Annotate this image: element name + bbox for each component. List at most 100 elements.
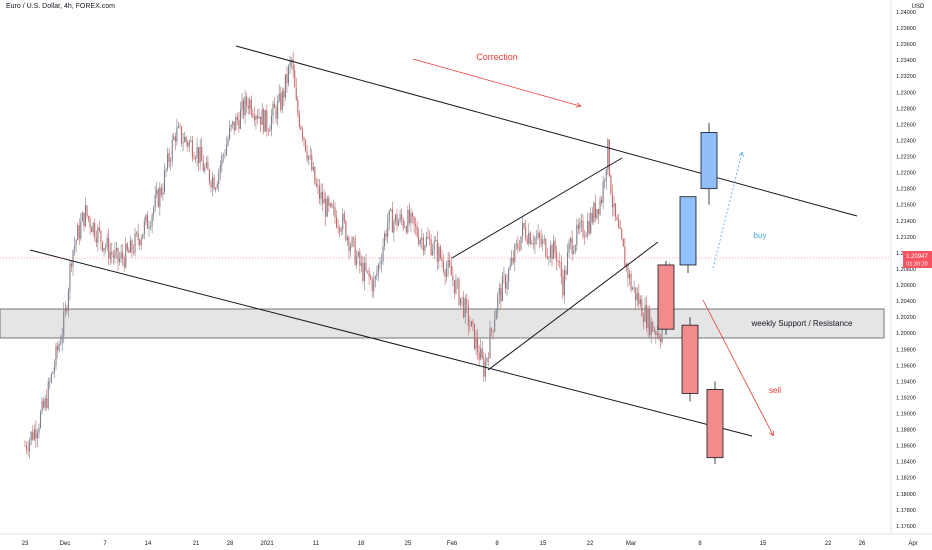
candle	[267, 130, 269, 132]
candle	[498, 288, 500, 295]
candle	[129, 240, 131, 253]
candle	[362, 263, 364, 281]
candle	[286, 74, 288, 84]
candle	[528, 232, 530, 244]
candle	[61, 335, 63, 343]
candle	[137, 232, 139, 240]
candle	[122, 252, 124, 259]
price-tick-label: 1.20800	[896, 267, 916, 273]
candle	[322, 192, 324, 204]
zone-label: weekly Support / Resistance	[751, 319, 853, 328]
candle	[580, 220, 582, 223]
buy-projection-candle[interactable]	[679, 196, 697, 266]
channel-bottom-trendline[interactable]	[29, 249, 753, 437]
price-axis[interactable]	[891, 0, 932, 550]
candle	[32, 431, 34, 440]
candle	[432, 250, 434, 255]
price-ticks: 1.24000 1.23800 1.23600 1.23400 1.23200 1.230…	[896, 10, 916, 530]
price-tick-label: 1.18800	[896, 428, 916, 434]
projection-boxes	[657, 122, 724, 465]
candle	[480, 348, 482, 360]
sell-projection-candle[interactable]	[681, 324, 699, 394]
candle	[225, 144, 228, 156]
candle	[644, 304, 646, 322]
correction-arrow[interactable]	[412, 58, 580, 106]
candle	[295, 87, 297, 100]
candle	[84, 205, 86, 227]
candle	[264, 110, 266, 132]
candle	[115, 248, 117, 251]
candle	[655, 331, 657, 335]
price-tick-label: 1.19400	[896, 379, 916, 385]
candle	[154, 194, 156, 208]
candle	[74, 245, 76, 251]
time-tick-label: 11	[313, 541, 320, 547]
price-tick-label: 1.18200	[896, 476, 916, 482]
candle	[605, 169, 607, 182]
sell-arrow[interactable]	[702, 299, 773, 435]
candle	[525, 227, 527, 239]
candle	[170, 160, 172, 163]
buy-projection-candle[interactable]	[700, 132, 718, 190]
candle	[537, 232, 539, 238]
candle	[370, 276, 372, 279]
candle	[49, 381, 51, 383]
candle	[611, 193, 613, 208]
candle	[568, 242, 570, 253]
candle	[427, 236, 429, 239]
price-tick-label: 1.19000	[896, 412, 916, 418]
candle	[354, 239, 356, 265]
candle	[143, 221, 145, 234]
candle	[182, 142, 184, 144]
candle	[43, 400, 45, 408]
time-ticks: 23 Dec 7 14 21 28 2021 11 18 25 Feb 8 15 22 Mar 8 15 22 26…	[22, 541, 918, 547]
candle	[509, 265, 511, 270]
candle	[585, 234, 587, 237]
wedge-bottom-trendline[interactable]	[487, 241, 659, 371]
candle	[97, 227, 99, 243]
candle	[283, 90, 285, 98]
candle	[562, 276, 564, 296]
candle	[247, 105, 249, 109]
wedge-top-trendline[interactable]	[451, 157, 623, 259]
price-tick-label: 1.18000	[896, 492, 916, 498]
candle	[377, 264, 379, 274]
candle	[261, 109, 263, 125]
support-resistance-zone[interactable]	[0, 308, 885, 339]
price-tick-label: 1.23600	[896, 42, 916, 48]
sell-projection-candle[interactable]	[706, 389, 724, 459]
candle	[94, 222, 96, 238]
candle	[224, 155, 226, 156]
channel-top-trendline[interactable]	[235, 45, 858, 217]
candle	[346, 237, 348, 241]
candle	[249, 99, 251, 109]
candle	[160, 187, 162, 195]
candle	[202, 160, 204, 172]
candle	[342, 213, 344, 230]
candle	[336, 217, 338, 228]
price-tick-label: 1.23200	[896, 74, 916, 80]
candle	[331, 203, 333, 208]
candle	[481, 348, 483, 358]
candle	[165, 168, 167, 171]
candle	[560, 262, 562, 277]
candle	[455, 280, 457, 294]
candle	[204, 167, 206, 172]
time-tick-label: Feb	[447, 541, 458, 547]
candle	[390, 209, 392, 211]
candle	[35, 429, 37, 439]
candle	[632, 288, 634, 290]
sell-projection-candle[interactable]	[657, 264, 675, 330]
candle	[549, 245, 551, 258]
candle	[385, 233, 387, 237]
candle	[363, 262, 365, 281]
time-tick-label: Dec	[60, 541, 71, 547]
candle	[529, 232, 531, 244]
price-tick-label: 1.22400	[896, 138, 916, 144]
candle	[453, 279, 455, 294]
candle	[588, 220, 590, 234]
candle	[596, 209, 598, 219]
candle	[419, 240, 421, 245]
candle	[95, 237, 97, 243]
